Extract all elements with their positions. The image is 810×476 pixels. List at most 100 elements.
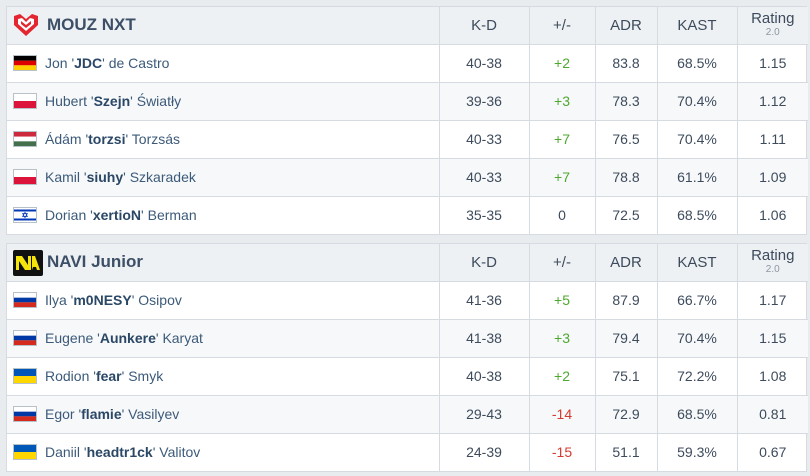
player-last-name: de Castro — [108, 55, 170, 71]
player-nickname: siuhy — [86, 169, 124, 185]
player-cell: Daniil 'headtr1ck' Valitov — [7, 433, 440, 471]
plus-minus-column-header[interactable]: +/- — [529, 7, 596, 45]
player-name-link[interactable]: Hubert 'Szejn' Światły — [45, 93, 182, 109]
adr-value: 87.9 — [595, 281, 658, 320]
israel-flag-icon — [13, 207, 37, 224]
player-name-link[interactable]: Jon 'JDC' de Castro — [45, 55, 170, 71]
player-row: Daniil 'headtr1ck' Valitov 24-39 -15 51.1 59… — [7, 433, 808, 471]
player-row: Eugene 'Aunkere' Karyat 41-38 +3 79.4 70.4% 1… — [7, 319, 808, 358]
plus-minus-value: -15 — [529, 433, 596, 471]
player-rows: Jon 'JDC' de Castro 40-38 +2 83.8 68.5% 1.15 H… — [7, 44, 808, 234]
player-row: Egor 'flamie' Vasilyev 29-43 -14 72.9 68.5% 0… — [7, 395, 808, 434]
player-row: Dorian 'xertioN' Berman 35-35 0 72.5 68.5% 1.… — [7, 196, 808, 234]
rating-label: Rating — [751, 247, 795, 265]
player-name-link[interactable]: Dorian 'xertioN' Berman — [45, 207, 197, 224]
rating-column-header[interactable]: Rating 2.0 — [737, 244, 808, 282]
player-row: Ádám 'torzsi' Torzsás 40-33 +7 76.5 70.4% 1.1… — [7, 120, 808, 159]
team-header: MOUZ NXT — [7, 7, 440, 45]
player-row: Kamil 'siuhy' Szkaradek 40-33 +7 78.8 61.1% 1… — [7, 158, 808, 197]
player-cell: Jon 'JDC' de Castro — [7, 44, 440, 83]
poland-flag-icon — [13, 93, 37, 109]
poland-flag-icon — [13, 169, 37, 185]
plus-minus-value: +7 — [529, 120, 596, 159]
kd-value: 29-43 — [439, 395, 530, 434]
player-nickname: JDC — [74, 55, 103, 71]
adr-value: 78.3 — [595, 82, 658, 121]
player-name-link[interactable]: Ádám 'torzsi' Torzsás — [45, 131, 181, 147]
hungary-flag-icon — [13, 131, 37, 147]
player-cell: Ilya 'm0NESY' Osipov — [7, 281, 440, 320]
kast-column-header[interactable]: KAST — [657, 244, 738, 282]
kd-column-header[interactable]: K-D — [439, 244, 530, 282]
player-cell: Kamil 'siuhy' Szkaradek — [7, 158, 440, 197]
kd-value: 40-38 — [439, 44, 530, 83]
rating-column-header[interactable]: Rating 2.0 — [737, 7, 808, 45]
kast-value: 68.5% — [657, 196, 738, 234]
plus-minus-value: +3 — [529, 319, 596, 358]
player-last-name: Valitov — [159, 444, 201, 461]
player-nickname: flamie — [81, 406, 122, 422]
mouz-logo-icon[interactable] — [13, 13, 39, 37]
player-name-link[interactable]: Ilya 'm0NESY' Osipov — [45, 292, 182, 308]
navi-logo-icon[interactable] — [13, 250, 43, 277]
adr-value: 83.8 — [595, 44, 658, 83]
player-cell: Ádám 'torzsi' Torzsás — [7, 120, 440, 159]
player-nickname: fear — [95, 368, 122, 384]
kd-value: 40-33 — [439, 120, 530, 159]
kd-value: 41-38 — [439, 319, 530, 358]
kast-value: 59.3% — [657, 433, 738, 471]
player-first-name: Rodion — [45, 368, 90, 384]
player-nickname: Aunkere — [99, 330, 156, 346]
plus-minus-value: +7 — [529, 158, 596, 197]
rating-value: 1.09 — [737, 158, 808, 197]
player-first-name: Daniil — [45, 444, 81, 461]
rating-value: 1.15 — [737, 44, 808, 83]
plus-minus-column-header[interactable]: +/- — [529, 244, 596, 282]
team-name[interactable]: MOUZ NXT — [47, 15, 136, 35]
player-nickname: m0NESY — [73, 292, 132, 308]
kd-value: 40-38 — [439, 357, 530, 396]
player-row: Jon 'JDC' de Castro 40-38 +2 83.8 68.5% 1.15 — [7, 44, 808, 83]
adr-value: 78.8 — [595, 158, 658, 197]
kast-value: 70.4% — [657, 82, 738, 121]
russia-flag-icon — [13, 406, 37, 422]
player-cell: Hubert 'Szejn' Światły — [7, 82, 440, 121]
player-last-name: Szkaradek — [129, 169, 196, 185]
kast-value: 72.2% — [657, 357, 738, 396]
player-first-name: Jon — [45, 55, 68, 71]
ukraine-flag-icon — [13, 444, 37, 461]
player-name-link[interactable]: Rodion 'fear' Smyk — [45, 368, 164, 384]
player-row: Ilya 'm0NESY' Osipov 41-36 +5 87.9 66.7% 1.17 — [7, 281, 808, 320]
rating-value: 1.17 — [737, 281, 808, 320]
kast-column-header[interactable]: KAST — [657, 7, 738, 45]
player-last-name: Karyat — [162, 330, 203, 346]
adr-value: 76.5 — [595, 120, 658, 159]
player-name-link[interactable]: Daniil 'headtr1ck' Valitov — [45, 444, 201, 461]
player-last-name: Vasilyev — [128, 406, 180, 422]
player-nickname: torzsi — [88, 131, 126, 147]
player-last-name: Światły — [136, 93, 182, 109]
player-name-link[interactable]: Kamil 'siuhy' Szkaradek — [45, 169, 196, 185]
adr-column-header[interactable]: ADR — [595, 7, 658, 45]
player-first-name: Hubert — [45, 93, 88, 109]
player-cell: Egor 'flamie' Vasilyev — [7, 395, 440, 434]
kd-value: 39-36 — [439, 82, 530, 121]
player-first-name: Eugene — [45, 330, 94, 346]
team-name[interactable]: NAVI Junior — [47, 252, 144, 272]
kast-value: 68.5% — [657, 395, 738, 434]
player-name-link[interactable]: Egor 'flamie' Vasilyev — [45, 406, 180, 422]
rating-version: 2.0 — [765, 27, 780, 39]
player-row: Rodion 'fear' Smyk 40-38 +2 75.1 72.2% 1.08 — [7, 357, 808, 396]
team-table-mouz: MOUZ NXT K-D +/- ADR KAST Rating 2.0 Jon… — [6, 6, 808, 235]
kast-value: 66.7% — [657, 281, 738, 320]
player-nickname: Szejn — [93, 93, 131, 109]
kast-value: 68.5% — [657, 44, 738, 83]
rating-value: 0.67 — [759, 444, 787, 461]
plus-minus-value: +5 — [529, 281, 596, 320]
player-row: Hubert 'Szejn' Światły 39-36 +3 78.3 70.4% 1.… — [7, 82, 808, 121]
kd-column-header[interactable]: K-D — [439, 7, 530, 45]
adr-column-header[interactable]: ADR — [595, 244, 658, 282]
kast-value: 61.1% — [657, 158, 738, 197]
russia-flag-icon — [13, 292, 37, 308]
player-name-link[interactable]: Eugene 'Aunkere' Karyat — [45, 330, 203, 346]
